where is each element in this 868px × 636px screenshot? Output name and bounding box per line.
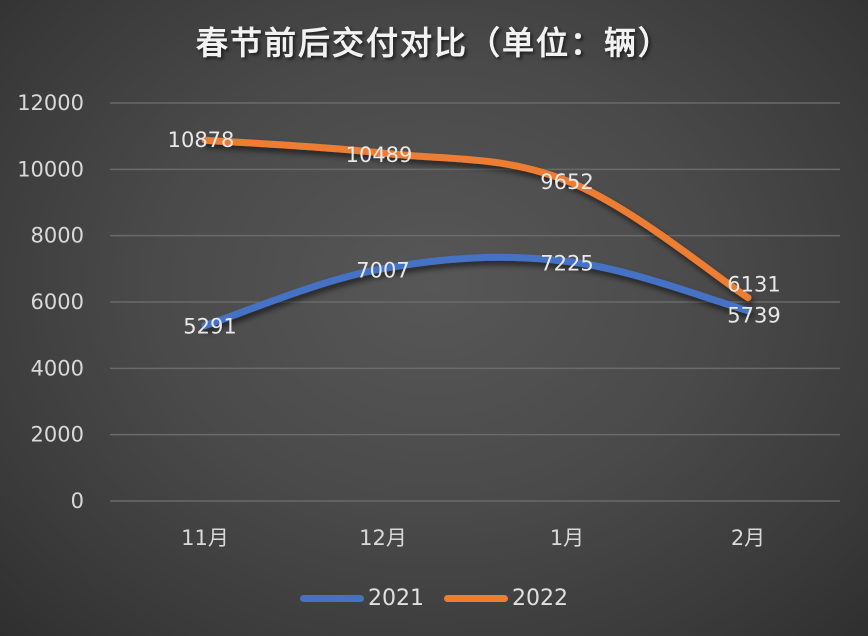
legend-item-2022[interactable]: 2022 bbox=[444, 586, 568, 611]
legend-item-2021[interactable]: 2021 bbox=[300, 586, 424, 611]
data-label: 10878 bbox=[168, 128, 235, 152]
x-tick-label: 2月 bbox=[731, 526, 765, 550]
series-line-2021[interactable] bbox=[201, 253, 752, 330]
series-lines bbox=[201, 136, 752, 330]
legend-label: 2021 bbox=[368, 586, 424, 611]
data-label: 5291 bbox=[183, 315, 236, 339]
y-tick-label: 0 bbox=[71, 489, 84, 513]
y-tick-label: 6000 bbox=[31, 290, 84, 314]
legend: 2021 2022 bbox=[0, 586, 868, 611]
chart-title: 春节前后交付对比（单位：辆） bbox=[195, 24, 672, 62]
data-labels: 5291 7007 7225 5739 10878 10489 9652 6131 bbox=[168, 128, 781, 338]
data-label: 7007 bbox=[356, 259, 409, 283]
y-tick-label: 2000 bbox=[31, 423, 84, 447]
y-tick-label: 10000 bbox=[17, 157, 84, 181]
data-label: 7225 bbox=[540, 251, 593, 275]
data-label: 5739 bbox=[727, 304, 780, 328]
y-tick-label: 12000 bbox=[17, 91, 84, 115]
data-label: 6131 bbox=[727, 273, 780, 297]
y-tick-label: 8000 bbox=[31, 224, 84, 248]
series-line-2022[interactable] bbox=[201, 136, 752, 302]
gridlines bbox=[110, 102, 840, 502]
legend-swatch-2022 bbox=[444, 595, 508, 602]
x-tick-label: 11月 bbox=[181, 526, 229, 550]
y-tick-label: 4000 bbox=[31, 356, 84, 380]
x-tick-label: 1月 bbox=[550, 526, 584, 550]
legend-label: 2022 bbox=[512, 586, 568, 611]
x-axis: 11月 12月 1月 2月 bbox=[181, 526, 765, 550]
y-axis: 0 2000 4000 6000 8000 10000 12000 bbox=[17, 91, 84, 513]
data-label: 10489 bbox=[346, 143, 413, 167]
legend-swatch-2021 bbox=[300, 595, 364, 602]
data-label: 9652 bbox=[540, 170, 593, 194]
x-tick-label: 12月 bbox=[359, 526, 407, 550]
